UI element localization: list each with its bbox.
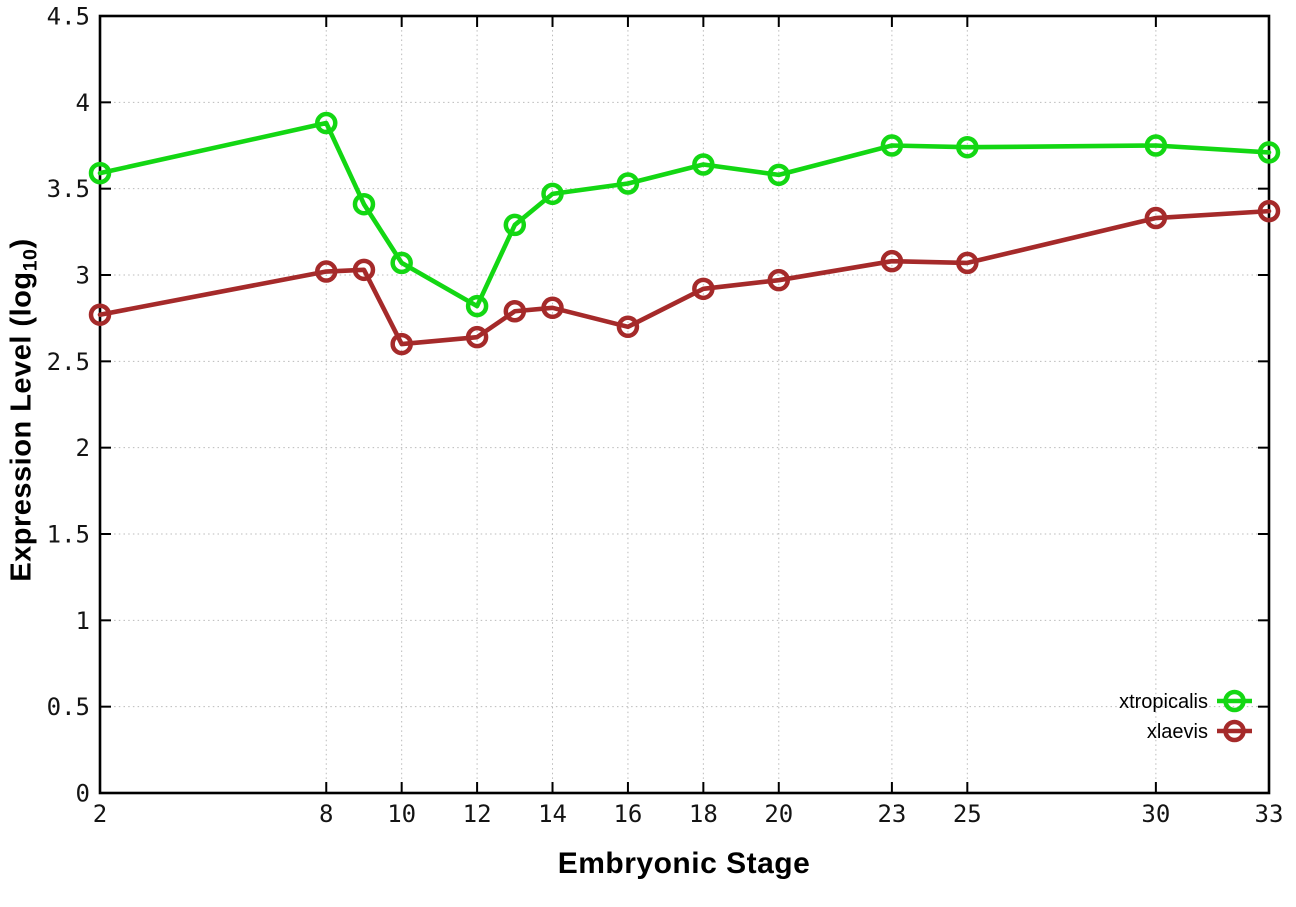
data-point-marker bbox=[1144, 206, 1168, 230]
legend-label: xtropicalis bbox=[1119, 691, 1208, 713]
data-point-marker bbox=[1257, 199, 1281, 223]
y-tick-label: 3.5 bbox=[47, 175, 90, 203]
data-point-marker bbox=[503, 300, 527, 323]
legend-marker-sample bbox=[1223, 689, 1246, 713]
x-tick-label: 25 bbox=[953, 800, 982, 828]
data-point-marker bbox=[692, 277, 715, 301]
y-tick-label: 1 bbox=[76, 607, 90, 635]
data-point-marker bbox=[1144, 134, 1168, 157]
data-point-marker bbox=[315, 260, 338, 283]
data-point-marker bbox=[767, 268, 791, 292]
x-tick-label: 14 bbox=[538, 800, 567, 828]
x-tick-label: 33 bbox=[1255, 800, 1284, 828]
x-tick-label: 30 bbox=[1141, 800, 1170, 828]
tick-marks bbox=[99, 15, 1270, 794]
x-tick-label: 16 bbox=[613, 800, 642, 828]
x-tick-label: 2 bbox=[93, 800, 107, 828]
y-tick-label: 2.5 bbox=[47, 348, 90, 376]
x-tick-label: 8 bbox=[319, 800, 333, 828]
grid bbox=[100, 16, 1269, 793]
data-point-marker bbox=[352, 258, 376, 282]
data-point-marker bbox=[315, 111, 338, 135]
y-tick-label: 3 bbox=[76, 262, 90, 290]
data-point-marker bbox=[692, 153, 715, 176]
data-point-marker bbox=[541, 182, 564, 206]
x-tick-label: 18 bbox=[689, 800, 718, 828]
plot-border bbox=[98, 14, 1271, 795]
x-tick-labels: 2 8 10 12 14 16 18 20 23 25 30 33 bbox=[93, 800, 1284, 828]
data-point-marker bbox=[465, 325, 489, 349]
x-axis-label: Embryonic Stage bbox=[557, 847, 811, 880]
y-tick-label: 0 bbox=[76, 780, 90, 808]
series-line-xlaevis bbox=[97, 208, 1272, 347]
data-point-marker bbox=[390, 332, 413, 356]
data-point-marker bbox=[541, 296, 564, 320]
data-point-marker bbox=[1257, 141, 1281, 164]
data-point-marker bbox=[880, 134, 904, 157]
data-point-marker bbox=[503, 213, 527, 237]
data-point-marker bbox=[956, 135, 979, 159]
y-tick-label: 0.5 bbox=[47, 693, 90, 721]
x-tick-label: 10 bbox=[387, 800, 416, 828]
legend-marker-sample bbox=[1223, 719, 1246, 743]
y-tick-label: 2 bbox=[76, 434, 90, 462]
x-tick-label: 20 bbox=[764, 800, 793, 828]
legend: xtropicalis xlaevis bbox=[1119, 689, 1252, 743]
legend-label: xlaevis bbox=[1147, 721, 1208, 743]
series-xtropicalis bbox=[88, 111, 1281, 318]
y-tick-label: 4.5 bbox=[47, 3, 90, 31]
legend-entry-xtropicalis: xtropicalis bbox=[1119, 689, 1252, 713]
data-point-marker bbox=[465, 294, 489, 318]
data-point-marker bbox=[616, 172, 640, 195]
data-point-marker bbox=[88, 303, 112, 326]
data-point-marker bbox=[390, 251, 413, 275]
data-point-marker bbox=[616, 315, 640, 339]
legend-entry-xlaevis: xlaevis bbox=[1147, 719, 1252, 743]
data-point-marker bbox=[767, 163, 791, 187]
y-tick-label: 4 bbox=[76, 89, 90, 117]
x-tick-label: 23 bbox=[877, 800, 906, 828]
data-point-marker bbox=[880, 249, 904, 273]
y-tick-label: 1.5 bbox=[47, 521, 90, 549]
data-point-marker bbox=[88, 161, 112, 185]
data-point-marker bbox=[956, 251, 979, 275]
data-point-marker bbox=[352, 192, 376, 216]
series-xlaevis bbox=[88, 199, 1281, 356]
series-line-xtropicalis bbox=[97, 120, 1272, 309]
y-tick-labels: 0 0.5 1 1.5 2 2.5 3 3.5 4 4.5 bbox=[47, 3, 90, 808]
x-tick-label: 12 bbox=[463, 800, 492, 828]
